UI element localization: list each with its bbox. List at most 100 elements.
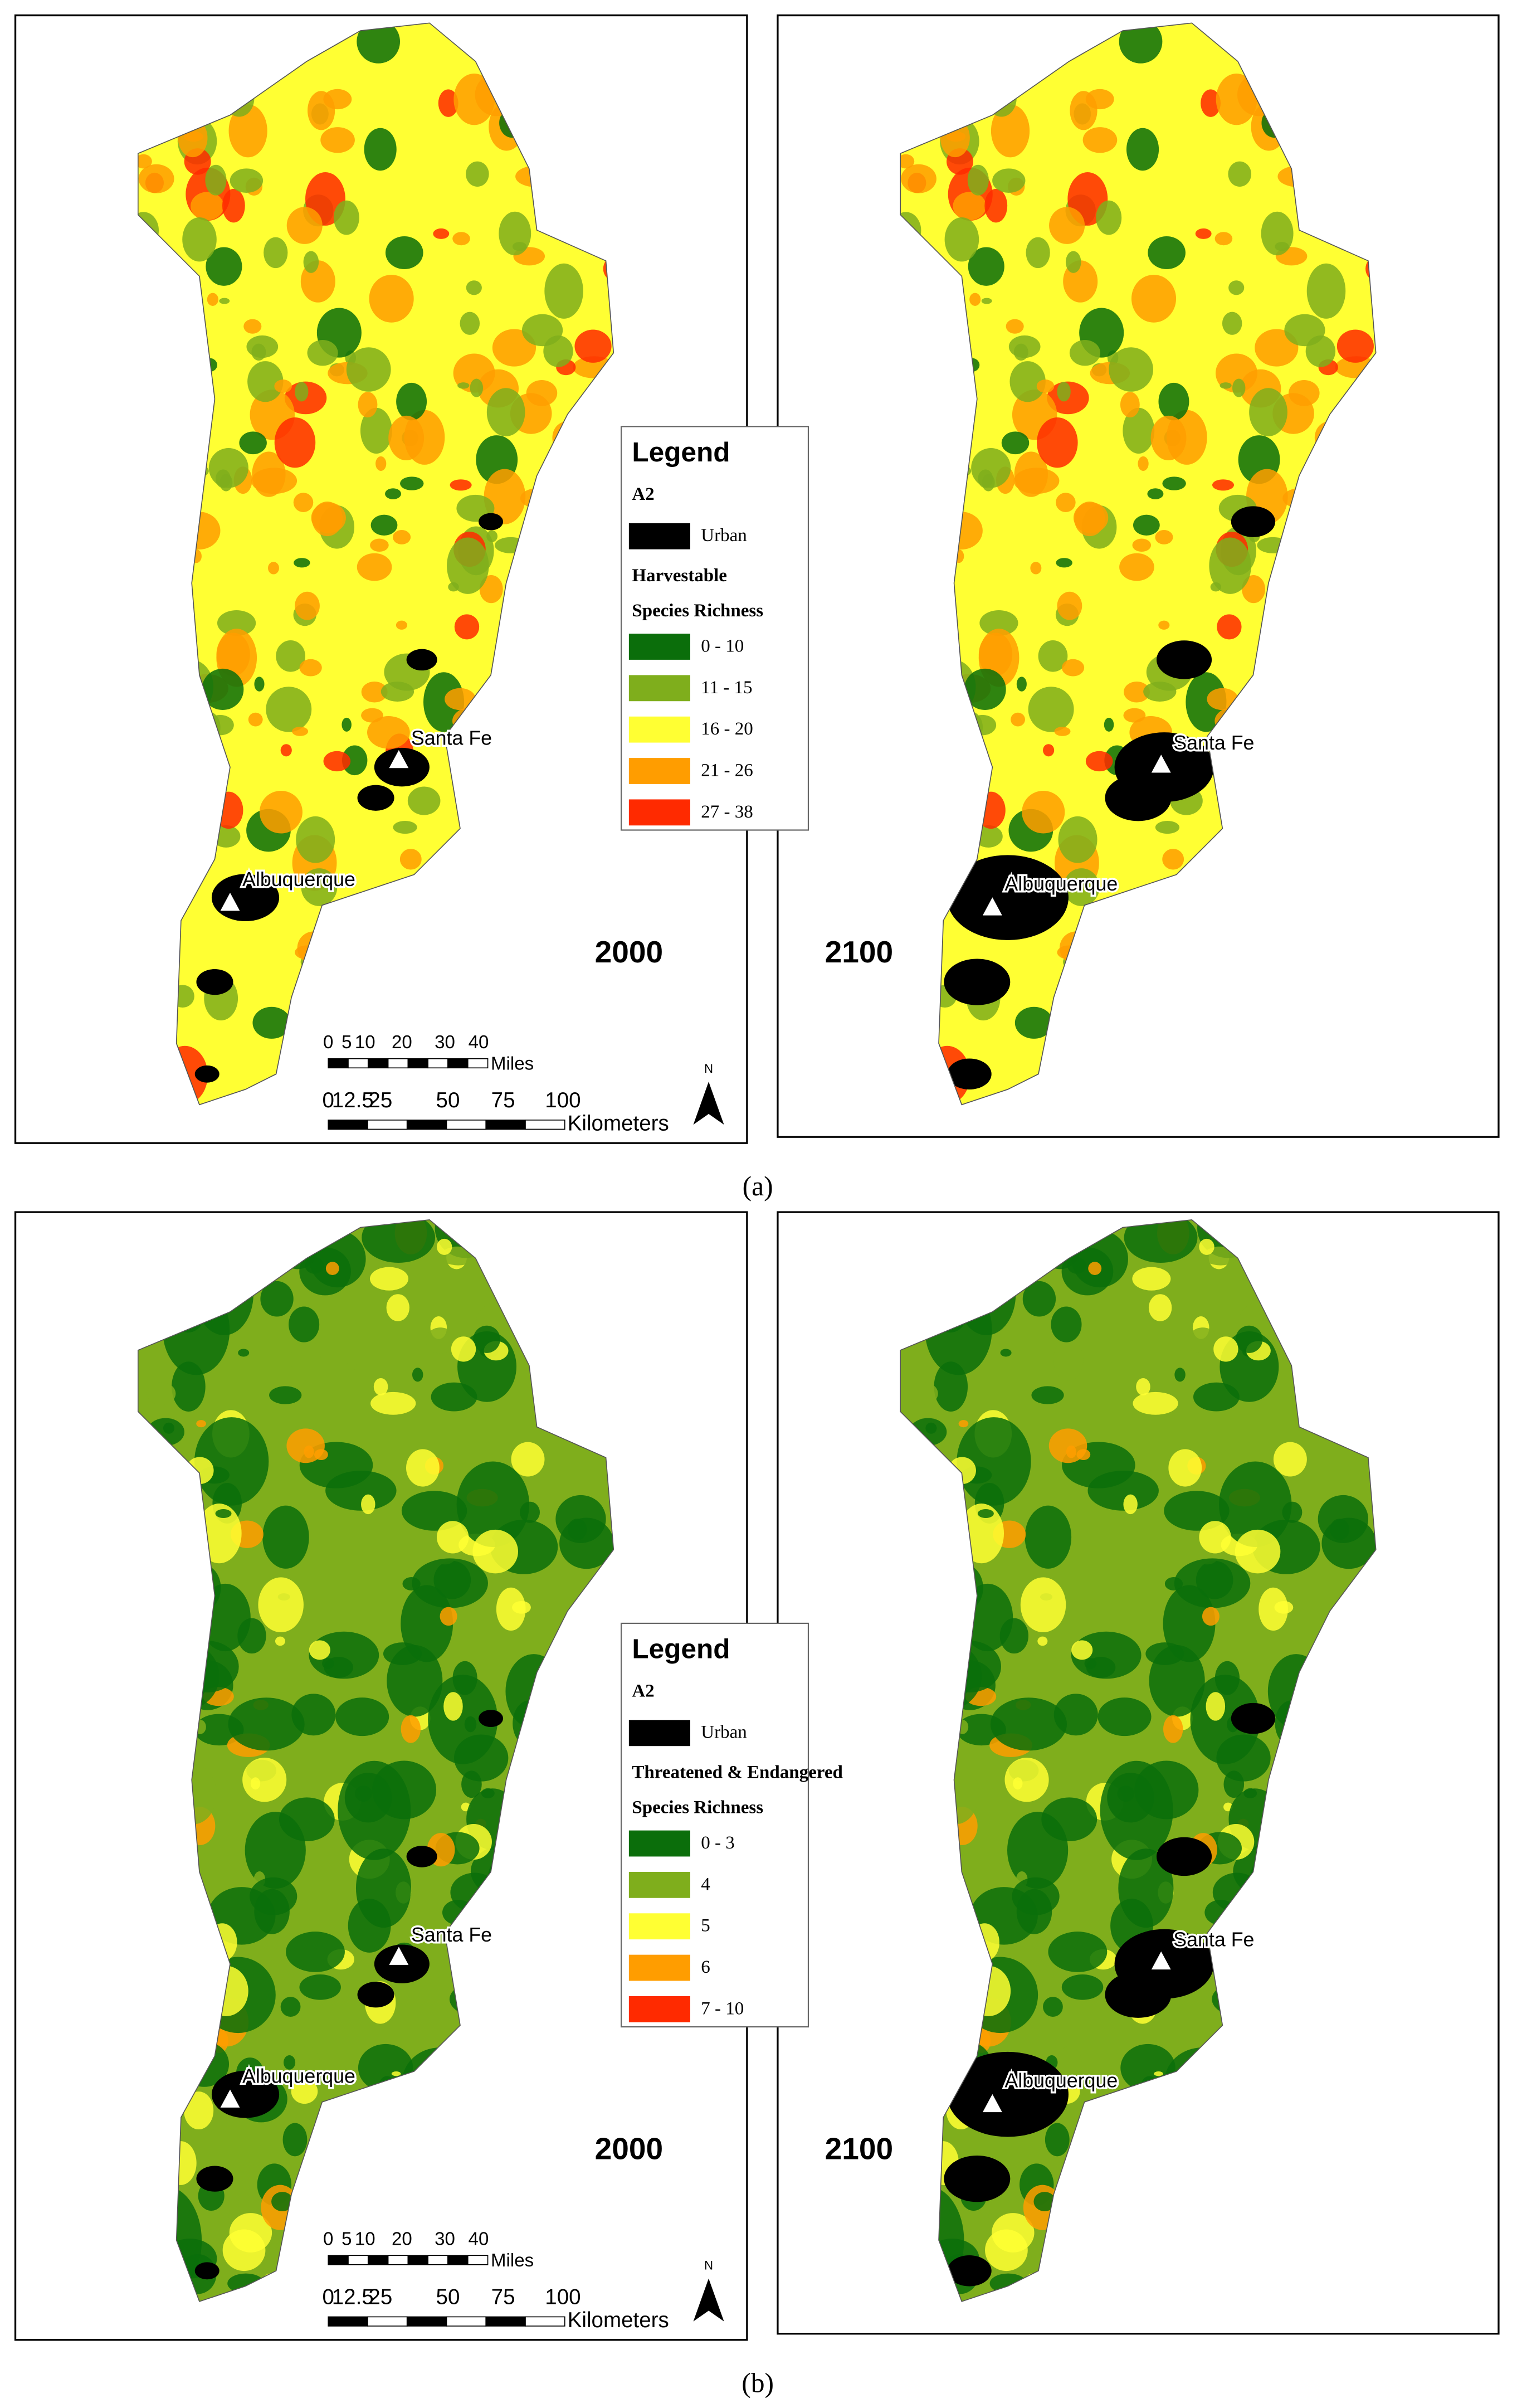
land-patch [445, 688, 476, 711]
land-patch [222, 188, 245, 223]
land-patch [1242, 575, 1266, 604]
land-patch [450, 479, 472, 491]
land-patch [479, 575, 503, 604]
scale-segment [485, 1120, 526, 1130]
urban-area [944, 959, 1011, 1005]
land-patch [1235, 1529, 1281, 1574]
land-patch [1162, 476, 1186, 490]
land-patch [333, 200, 359, 235]
land-patch [385, 236, 423, 270]
land-patch [1054, 727, 1071, 736]
land-patch [1259, 1587, 1288, 1631]
panel-label: (b) [742, 2368, 774, 2399]
legend-label: Urban [701, 526, 747, 546]
land-patch [228, 1697, 305, 1751]
land-patch [1201, 89, 1221, 117]
scale-segment [446, 2316, 487, 2327]
land-patch [484, 469, 526, 524]
land-patch [307, 340, 338, 366]
land-patch [262, 1505, 309, 1569]
land-patch [1284, 314, 1325, 347]
scale-segment [348, 2255, 369, 2265]
land-patch [1119, 23, 1163, 64]
scale-segment [525, 1120, 565, 1130]
urban-area [1105, 775, 1172, 821]
land-patch [454, 614, 480, 640]
land-patch [1020, 1577, 1066, 1633]
land-patch [1011, 712, 1025, 727]
land-patch [1133, 1392, 1178, 1415]
legend-heading: Species Richness [632, 601, 763, 621]
land-patch [250, 1777, 261, 1790]
city-marker [981, 894, 1004, 917]
map-outline [137, 1219, 614, 2302]
legend-label: 6 [701, 1957, 710, 1977]
land-patch [1041, 1797, 1097, 1841]
urban-area [357, 785, 394, 811]
scale-segment [328, 1058, 349, 1069]
scale-segment [467, 1058, 489, 1069]
land-patch [1063, 868, 1100, 906]
scale-tick-label: 40 [469, 1032, 489, 1052]
land-patch [925, 1422, 937, 1434]
land-patch [443, 1692, 463, 1721]
city-label: Santa Fe [411, 727, 492, 750]
scale-unit: Kilometers [568, 1111, 669, 1135]
land-patch [486, 530, 498, 542]
land-patch [369, 275, 414, 323]
scale-unit: Kilometers [568, 2308, 669, 2332]
land-patch [431, 1382, 477, 1412]
land-patch [1056, 493, 1076, 512]
land-patch [486, 388, 525, 436]
land-patch [1036, 380, 1055, 393]
land-patch [964, 668, 1006, 711]
land-patch [252, 1006, 291, 1039]
land-patch [342, 745, 368, 776]
land-patch [1028, 687, 1074, 732]
scale-tick-label: 0 [322, 1088, 334, 1112]
land-patch [291, 1338, 321, 1381]
land-patch [1274, 1601, 1294, 1614]
land-patch [1164, 1491, 1230, 1531]
scale-segment [406, 2316, 447, 2327]
land-patch [991, 104, 1030, 158]
city-marker [1149, 752, 1173, 774]
map-year: 2100 [825, 935, 893, 969]
land-patch [1158, 382, 1189, 421]
city-label: Santa Fe [1173, 732, 1254, 754]
scale-segment [407, 2255, 428, 2265]
land-patch [1261, 211, 1294, 256]
north-label: N [704, 1062, 713, 1076]
land-patch [1138, 456, 1149, 471]
land-patch [1336, 329, 1374, 363]
land-patch [293, 493, 314, 512]
land-patch [1202, 1607, 1220, 1626]
land-patch [1154, 2071, 1163, 2076]
land-patch [1108, 1362, 1119, 1370]
land-patch [1212, 479, 1235, 491]
land-patch [1016, 677, 1027, 692]
land-patch [208, 448, 248, 488]
land-patch [324, 1657, 353, 1678]
land-patch [460, 312, 480, 335]
legend-label: 21 - 26 [701, 760, 753, 780]
land-patch [254, 677, 265, 692]
scale-segment [447, 1058, 469, 1069]
land-patch [909, 1382, 938, 1405]
scale-unit: Miles [491, 2250, 534, 2270]
scale-segment [328, 2255, 349, 2265]
land-patch [1155, 821, 1180, 834]
legend-label: 0 - 3 [701, 1833, 735, 1853]
scale-tick-label: 10 [355, 1032, 375, 1052]
land-patch [217, 610, 256, 636]
map-outline [137, 22, 614, 1106]
land-patch [138, 164, 174, 193]
legend-label: 11 - 15 [701, 678, 752, 698]
map-year: 2000 [595, 935, 663, 969]
land-patch [283, 2055, 296, 2070]
land-patch [358, 392, 378, 418]
land-patch [396, 620, 408, 630]
land-patch [222, 2229, 266, 2271]
